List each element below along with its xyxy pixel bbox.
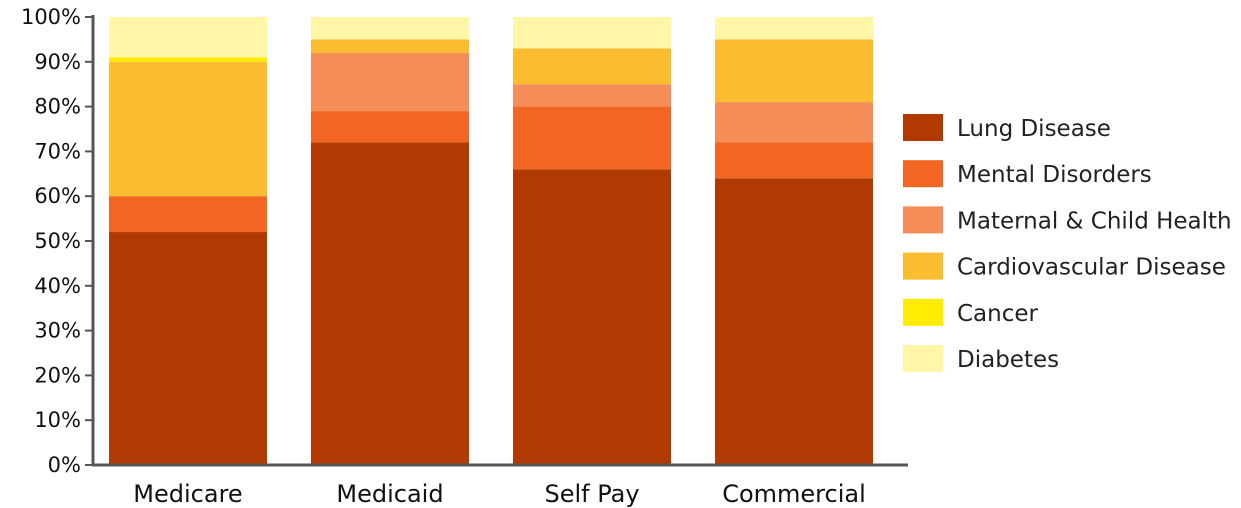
y-tick-label: 90%: [34, 50, 81, 74]
bar-segment-commercial-maternal-and-child-health: [715, 102, 873, 143]
legend-label-maternal-and-child-health: Maternal & Child Health: [957, 208, 1232, 234]
legend-swatch-cancer: [903, 298, 943, 326]
x-tick-label-self-pay: Self Pay: [544, 480, 639, 508]
y-tick-label: 100%: [21, 5, 81, 29]
bar-segment-medicaid-maternal-and-child-health: [311, 52, 469, 112]
y-tick-label: 60%: [34, 184, 81, 208]
bar-segment-commercial-mental-disorders: [715, 142, 873, 179]
bar-segment-medicare-cardiovascular-disease: [109, 61, 267, 197]
bar-segment-medicare-lung-disease: [109, 232, 267, 465]
legend-swatch-cardiovascular-disease: [903, 252, 943, 280]
bars-group: [109, 17, 873, 465]
y-tick-label: 0%: [48, 453, 81, 477]
y-tick-label: 20%: [34, 363, 81, 387]
bar-segment-medicaid-diabetes: [311, 17, 469, 40]
legend-swatch-diabetes: [903, 345, 943, 372]
bar-segment-medicaid-cardiovascular-disease: [311, 39, 469, 53]
bar-segment-self-pay-diabetes: [513, 17, 671, 49]
legend-label-cancer: Cancer: [957, 301, 1039, 327]
y-tick-label: 80%: [34, 95, 81, 119]
x-tick-label-medicaid: Medicaid: [336, 480, 443, 508]
y-tick-label: 30%: [34, 319, 81, 343]
legend-swatch-lung-disease: [903, 114, 943, 141]
legend-swatch-maternal-and-child-health: [903, 206, 943, 234]
bar-segment-self-pay-cardiovascular-disease: [513, 48, 671, 85]
legend-label-lung-disease: Lung Disease: [957, 116, 1111, 142]
x-tick-label-medicare: Medicare: [133, 480, 242, 508]
x-axis: Medicare Medicaid Self Pay Commercial: [92, 463, 908, 508]
y-tick-label: 50%: [34, 229, 81, 253]
bar-segment-medicaid-mental-disorders: [311, 111, 469, 143]
bar-segment-medicare-cancer: [109, 57, 267, 62]
y-tick-label: 40%: [34, 274, 81, 298]
bar-segment-medicare-diabetes: [109, 17, 267, 58]
y-tick-label: 70%: [34, 139, 81, 163]
bar-segment-commercial-diabetes: [715, 17, 873, 40]
y-tick-label: 10%: [34, 408, 81, 432]
x-tick-label-commercial: Commercial: [722, 480, 866, 508]
bar-segment-self-pay-maternal-and-child-health: [513, 84, 671, 107]
bar-segment-commercial-cardiovascular-disease: [715, 39, 873, 103]
y-axis: 0% 10% 20% 30% 40% 50% 60% 70% 80% 90% 100%: [21, 5, 95, 477]
bar-segment-self-pay-mental-disorders: [513, 106, 671, 170]
bar-segment-medicare-mental-disorders: [109, 196, 267, 233]
bar-segment-commercial-lung-disease: [715, 178, 873, 465]
legend-label-mental-disorders: Mental Disorders: [957, 162, 1152, 188]
legend-label-cardiovascular-disease: Cardiovascular Disease: [957, 255, 1226, 281]
legend-label-diabetes: Diabetes: [957, 347, 1059, 373]
legend-swatch-mental-disorders: [903, 160, 943, 188]
legend: Lung Disease Mental Disorders Maternal & C…: [903, 114, 1232, 373]
bar-segment-medicaid-lung-disease: [311, 142, 469, 465]
bar-segment-self-pay-lung-disease: [513, 169, 671, 465]
